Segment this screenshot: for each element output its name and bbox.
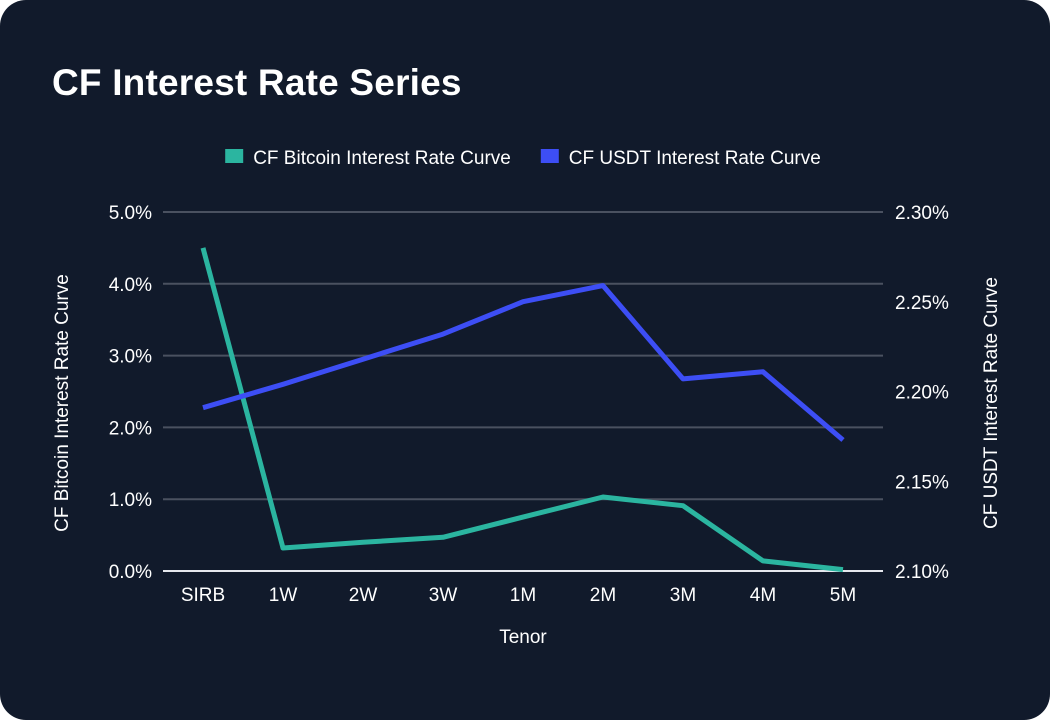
legend-item-2: CF USDT Interest Rate Curve xyxy=(540,148,821,169)
left-tick-label: 5.0% xyxy=(109,203,152,224)
left-axis-title: CF Bitcoin Interest Rate Curve xyxy=(52,274,73,532)
chart-title: CF Interest Rate Series xyxy=(52,62,462,103)
left-axis-ticks: 0.0% 1.0% 2.0% 3.0% 4.0% 5.0% xyxy=(109,203,152,583)
series-lines xyxy=(200,247,845,573)
x-tick-label: 2M xyxy=(590,585,616,606)
right-tick-label: 2.30% xyxy=(895,203,949,224)
x-tick-label: SIRB xyxy=(181,585,225,606)
left-tick-label: 1.0% xyxy=(109,490,152,511)
legend-item-1: CF Bitcoin Interest Rate Curve xyxy=(225,148,511,169)
legend-label: CF USDT Interest Rate Curve xyxy=(569,148,821,169)
legend-swatch xyxy=(225,149,244,163)
x-tick-label: 1W xyxy=(269,585,298,606)
legend-label: CF Bitcoin Interest Rate Curve xyxy=(253,148,511,169)
x-tick-label: 1M xyxy=(510,585,536,606)
left-tick-label: 3.0% xyxy=(109,347,152,368)
left-tick-label: 0.0% xyxy=(109,562,152,583)
x-tick-label: 3W xyxy=(429,585,458,606)
left-tick-label: 2.0% xyxy=(109,418,152,439)
right-axis-ticks: 2.10% 2.15% 2.20% 2.25% 2.30% xyxy=(895,203,949,583)
x-axis-ticks: SIRB 1W 2W 3W 1M 2M 3M 4M 5M xyxy=(181,585,856,606)
series-line-1 xyxy=(200,247,844,573)
gridlines xyxy=(163,211,883,572)
left-tick-label: 4.0% xyxy=(109,275,152,296)
right-tick-label: 2.25% xyxy=(895,293,949,314)
x-tick-label: 5M xyxy=(830,585,856,606)
x-tick-label: 2W xyxy=(349,585,378,606)
right-tick-label: 2.20% xyxy=(895,383,949,404)
right-axis-title: CF USDT Interest Rate Curve xyxy=(981,277,1002,529)
x-axis-title: Tenor xyxy=(499,627,547,648)
right-tick-label: 2.10% xyxy=(895,562,949,583)
right-tick-label: 2.15% xyxy=(895,472,949,493)
x-tick-label: 4M xyxy=(750,585,776,606)
legend-swatch xyxy=(540,149,559,163)
x-tick-label: 3M xyxy=(670,585,696,606)
series-line-2 xyxy=(202,283,845,442)
legend: CF Bitcoin Interest Rate Curve CF USDT In… xyxy=(225,148,821,169)
